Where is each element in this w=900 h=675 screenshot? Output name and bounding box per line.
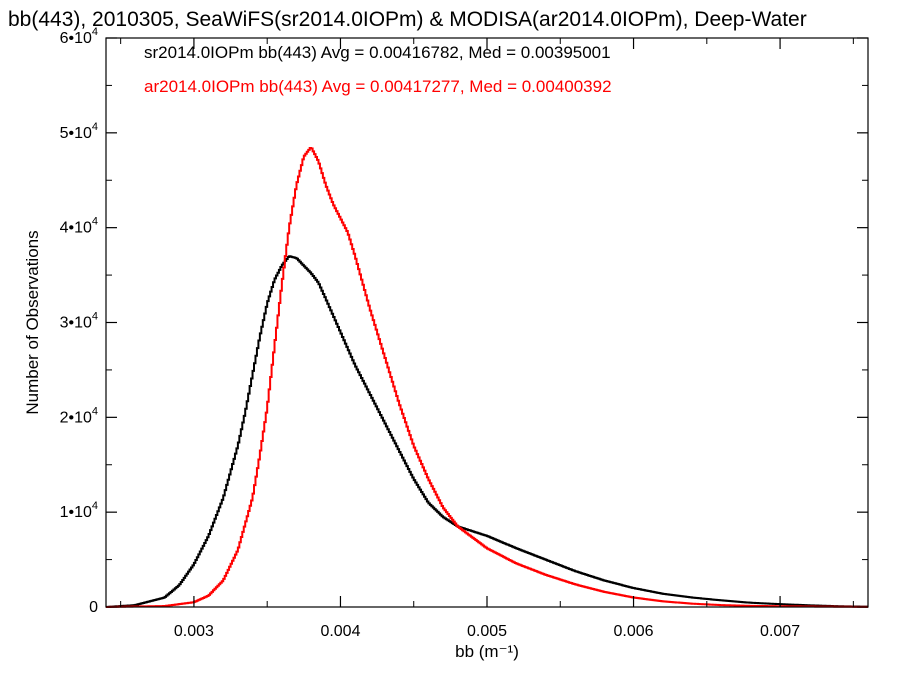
x-axis: 0.003 0.004 0.005 0.006 0.007 xyxy=(120,38,854,640)
plot-frame xyxy=(105,37,869,608)
y-tick-label: 1•104 xyxy=(60,500,98,521)
y-tick-label: 2•104 xyxy=(60,405,98,426)
x-tick-label: 0.003 xyxy=(174,623,214,640)
legend-entry-sr2014: sr2014.0IOPm bb(443) Avg = 0.00416782, M… xyxy=(144,43,611,62)
chart-title: bb(443), 2010305, SeaWiFS(sr2014.0IOPm) … xyxy=(8,8,807,31)
x-tick-label: 0.006 xyxy=(614,623,654,640)
x-tick-label: 0.005 xyxy=(467,623,507,640)
series-line-1 xyxy=(106,147,868,608)
y-tick-label: 3•104 xyxy=(60,311,98,332)
series-layer xyxy=(106,147,868,608)
y-axis: 0 1•104 2•104 3•104 4•104 5•104 6•104 xyxy=(60,26,868,616)
legend-entry-ar2014: ar2014.0IOPm bb(443) Avg = 0.00417277, M… xyxy=(144,77,612,96)
y-tick-label: 0 xyxy=(89,599,98,616)
y-tick-label: 4•104 xyxy=(60,216,98,237)
y-tick-label: 5•104 xyxy=(60,121,98,142)
y-axis-label: Number of Observations xyxy=(23,230,42,414)
series-line-0 xyxy=(106,255,868,608)
x-axis-label: bb (m⁻¹) xyxy=(455,642,519,661)
y-tick-label: 6•104 xyxy=(60,26,98,47)
x-tick-label: 0.007 xyxy=(760,623,800,640)
x-tick-label: 0.004 xyxy=(320,623,360,640)
